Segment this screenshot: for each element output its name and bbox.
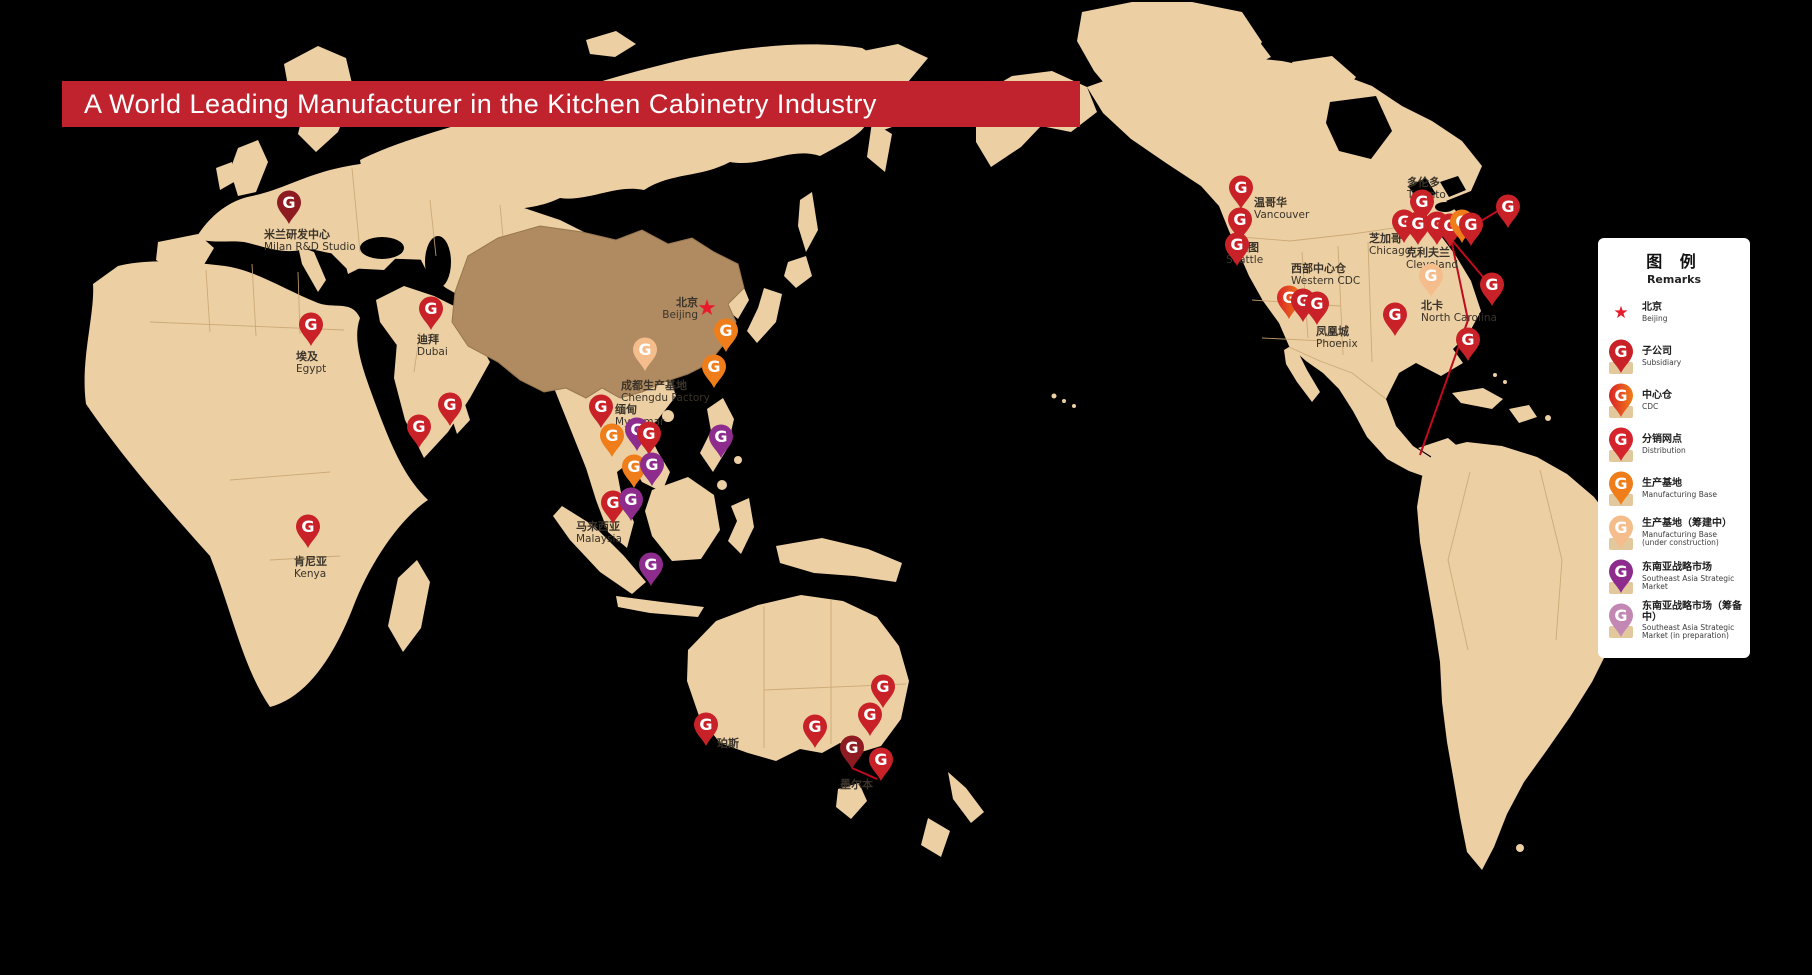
legend-item-label-en: Southeast Asia Strategic Market [1642, 573, 1735, 591]
legend-item-sea-market-prep: 东南亚战略市场（筹备中） Southeast Asia Strategic Mar… [1606, 601, 1742, 640]
map-label-dubai: 迪拜 Dubai [417, 332, 448, 358]
map-label-north-carolina: 北卡 North Carolina [1421, 298, 1497, 324]
legend-panel: 图 例 Remarks ★ 北京 Beijing 子公司 Subsidiary 中心仓 CD… [1598, 238, 1750, 658]
legend-item-label-en: Beijing [1642, 313, 1668, 323]
legend-item-text: 分销网点 Distribution [1642, 435, 1686, 454]
legend-item-label-en: Southeast Asia Strategic Market (in prep… [1642, 623, 1735, 640]
legend-item-label-en: CDC [1642, 401, 1659, 411]
legend-item-text: 中心仓 CDC [1642, 391, 1672, 410]
legend-item-text: 北京 Beijing [1642, 303, 1668, 322]
legend-item-label-en: Manufacturing Base (under construction) [1642, 529, 1719, 547]
map-label-chicago: 芝加哥 Chicago [1369, 231, 1411, 257]
legend-item-label-cn: 分销网点 [1642, 434, 1682, 446]
legend-item-distribution: 分销网点 Distribution [1606, 426, 1742, 464]
callout-line-melbourne-callout [851, 767, 878, 780]
map-label-kenya: 肯尼亚 Kenya [294, 554, 327, 580]
map-labels: 米兰研发中心 Milan R&D Studio 埃及 Egypt 迪拜 Dubai 肯尼亚 K… [263, 175, 1497, 791]
legend-item-label-en: Distribution [1642, 445, 1686, 455]
legend-item-label-cn: 中心仓 [1642, 390, 1672, 402]
legend-mfg-base-pin-icon [1606, 470, 1636, 508]
legend-item-label-en: Manufacturing Base [1642, 489, 1717, 499]
legend-item-text: 生产基地 Manufacturing Base [1642, 479, 1717, 498]
legend-item-text: 生产基地（筹建中） Manufacturing Base (under const… [1642, 519, 1742, 546]
map-label-beijing: 北京 Beijing [662, 295, 698, 321]
map-label-milan: 米兰研发中心 Milan R&D Studio [263, 227, 356, 253]
title-banner: A World Leading Manufacturer in the Kitc… [62, 81, 1080, 127]
legend-item-label-cn: 东南亚战略市场（筹备中） [1642, 601, 1742, 623]
legend-mfg-base-uc-pin-icon [1606, 514, 1636, 552]
legend-items: ★ 北京 Beijing 子公司 Subsidiary 中心仓 CDC 分销网点 Distrib… [1606, 294, 1742, 640]
legend-item-sea-market: 东南亚战略市场 Southeast Asia Strategic Market [1606, 558, 1742, 596]
legend-item-label-cn: 东南亚战略市场 [1642, 562, 1712, 574]
legend-item-label-en: Subsidiary [1642, 357, 1682, 367]
map-label-western-cdc: 西部中心仓 Western CDC [1291, 261, 1360, 287]
map-label-melbourne: 墨尔本 [840, 777, 873, 791]
map-label-malaysia: 马来西亚 Malaysia [576, 519, 622, 545]
legend-sea-market-pin-icon [1606, 558, 1636, 596]
legend-item-label-cn: 生产基地 [1642, 478, 1682, 490]
legend-item-label-cn: 北京 [1642, 302, 1662, 314]
legend-item-mfg-base-uc: 生产基地（筹建中） Manufacturing Base (under const… [1606, 514, 1742, 552]
legend-item-label-cn: 生产基地（筹建中） [1642, 518, 1732, 530]
map-label-egypt: 埃及 Egypt [296, 349, 326, 375]
callout-line-cleveland-callout-2 [1450, 238, 1490, 285]
legend-item-label-cn: 子公司 [1642, 346, 1672, 358]
map-label-perth: 珀斯 [717, 736, 739, 750]
map-pin-perth[interactable] [694, 712, 718, 747]
map-label-chengdu: 成都生产基地 Chengdu Factory [621, 378, 710, 404]
legend-item-mfg-base: 生产基地 Manufacturing Base [1606, 470, 1742, 508]
map-pin-east-coast-callout-2[interactable] [1480, 272, 1504, 307]
legend-item-cdc: 中心仓 CDC [1606, 382, 1742, 420]
title-banner-text: A World Leading Manufacturer in the Kitc… [84, 88, 877, 119]
beijing-star-icon: ★ [697, 296, 717, 321]
map-label-vancouver: 温哥华 Vancouver [1254, 195, 1310, 221]
map-pin-florida[interactable] [1456, 327, 1480, 362]
legend-item-beijing: ★ 北京 Beijing [1606, 294, 1742, 332]
map-pins: ★ [277, 175, 1520, 781]
map-pin-melbourne[interactable] [840, 735, 864, 770]
legend-title: 图 例 [1646, 252, 1702, 271]
legend-cdc-pin-icon [1606, 382, 1636, 420]
country-borders [149, 167, 1563, 748]
legend-star-icon: ★ [1613, 302, 1629, 323]
inland-seas [360, 96, 1466, 288]
legend-item-text: 东南亚战略市场（筹备中） Southeast Asia Strategic Mar… [1642, 601, 1742, 640]
legend-item-subsidiary: 子公司 Subsidiary [1606, 338, 1742, 376]
map-pin-east-coast-callout-1[interactable] [1496, 194, 1520, 229]
legend-item-text: 东南亚战略市场 Southeast Asia Strategic Market [1642, 563, 1742, 590]
map-pin-china-south-coast[interactable] [702, 354, 726, 389]
legend-subsidiary-pin-icon [1606, 338, 1636, 376]
callout-line-cleveland-coast [1419, 238, 1470, 456]
map-label-phoenix: 凤凰城 Phoenix [1316, 324, 1358, 350]
legend-item-text: 子公司 Subsidiary [1642, 347, 1681, 366]
legend-sea-market-prep-pin-icon [1606, 602, 1636, 640]
legend-distribution-pin-icon [1606, 426, 1636, 464]
legend-subtitle: Remarks [1646, 273, 1702, 286]
